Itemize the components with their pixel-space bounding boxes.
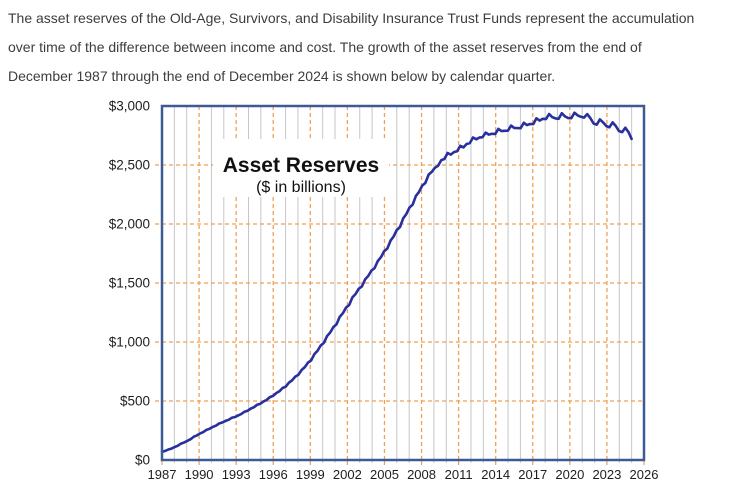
plot-frame bbox=[160, 104, 646, 462]
y-axis-tick-label: $1,500 bbox=[109, 276, 150, 291]
x-axis-tick-label: 2014 bbox=[481, 467, 510, 482]
x-axis-tick-label: 2005 bbox=[370, 467, 399, 482]
x-axis-tick-label: 1996 bbox=[259, 467, 288, 482]
x-axis-tick-label: 1993 bbox=[222, 467, 251, 482]
x-axis-tick-label: 1990 bbox=[185, 467, 214, 482]
intro-line-2: over time of the difference between inco… bbox=[8, 39, 642, 55]
y-axis-tick-label: $3,000 bbox=[109, 99, 150, 114]
chart-subtitle: ($ in billions) bbox=[256, 179, 346, 196]
intro-line-3: December 1987 through the end of Decembe… bbox=[8, 68, 556, 84]
chart-title-box: Asset Reserves ($ in billions) bbox=[213, 139, 389, 197]
chart-title: Asset Reserves bbox=[223, 154, 379, 177]
x-axis-tick-label: 1987 bbox=[148, 467, 177, 482]
x-axis-tick-label: 2026 bbox=[630, 467, 659, 482]
y-axis-labels: $0 $500 $1,000 $1,500 $2,000 $2,500 $3,000 bbox=[109, 99, 150, 468]
x-axis-labels: 1987 1990 1993 1996 1999 2002 2005 2008 2011 2014… bbox=[148, 467, 659, 482]
x-axis-tick-label: 2023 bbox=[592, 467, 621, 482]
x-axis-tick-label: 2017 bbox=[518, 467, 547, 482]
x-axis-tick-label: 2008 bbox=[407, 467, 436, 482]
series-asset-reserves bbox=[160, 111, 633, 454]
x-axis-tick-label: 1999 bbox=[296, 467, 325, 482]
y-axis-tick-label: $0 bbox=[135, 453, 150, 468]
y-axis-tick-label: $500 bbox=[120, 394, 150, 409]
y-axis-tick-label: $1,000 bbox=[109, 335, 150, 350]
x-axis-tick-label: 2020 bbox=[555, 467, 584, 482]
y-axis-tick-label: $2,000 bbox=[109, 217, 150, 232]
y-axis-tick-label: $2,500 bbox=[109, 158, 150, 173]
intro-line-1: The asset reserves of the Old-Age, Survi… bbox=[8, 10, 695, 26]
intro-paragraph: The asset reserves of the Old-Age, Survi… bbox=[8, 4, 734, 91]
x-axis-tick-label: 2011 bbox=[445, 467, 473, 482]
x-axis-tick-label: 2002 bbox=[333, 467, 362, 482]
